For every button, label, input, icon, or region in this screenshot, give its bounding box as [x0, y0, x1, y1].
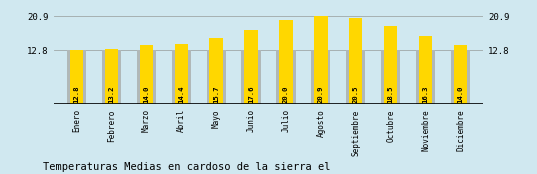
Text: Temperaturas Medias en cardoso de la sierra el: Temperaturas Medias en cardoso de la sie…: [43, 162, 330, 172]
Bar: [175, 44, 188, 104]
Text: 13.2: 13.2: [108, 86, 114, 103]
Bar: [384, 26, 397, 104]
Bar: [381, 50, 401, 104]
Text: 20.0: 20.0: [283, 86, 289, 103]
Text: 14.4: 14.4: [178, 86, 184, 103]
Bar: [416, 50, 436, 104]
Bar: [311, 50, 330, 104]
Bar: [70, 50, 83, 104]
Bar: [140, 45, 153, 104]
Bar: [277, 50, 295, 104]
Text: 20.9: 20.9: [318, 86, 324, 103]
Bar: [314, 16, 328, 104]
Bar: [105, 49, 118, 104]
Text: 15.7: 15.7: [213, 86, 219, 103]
Text: 14.0: 14.0: [458, 86, 463, 103]
Text: 16.3: 16.3: [423, 86, 429, 103]
Bar: [279, 20, 293, 104]
Text: 17.6: 17.6: [248, 86, 254, 103]
Bar: [172, 50, 191, 104]
Bar: [244, 30, 258, 104]
Bar: [451, 50, 470, 104]
Bar: [67, 50, 86, 104]
Text: 18.5: 18.5: [388, 86, 394, 103]
Bar: [419, 36, 432, 104]
Bar: [242, 50, 260, 104]
Bar: [454, 45, 467, 104]
Bar: [349, 18, 362, 104]
Bar: [136, 50, 156, 104]
Bar: [346, 50, 365, 104]
Text: 20.5: 20.5: [353, 86, 359, 103]
Bar: [209, 38, 223, 104]
Bar: [207, 50, 226, 104]
Bar: [101, 50, 121, 104]
Text: 14.0: 14.0: [143, 86, 149, 103]
Text: 12.8: 12.8: [74, 86, 79, 103]
